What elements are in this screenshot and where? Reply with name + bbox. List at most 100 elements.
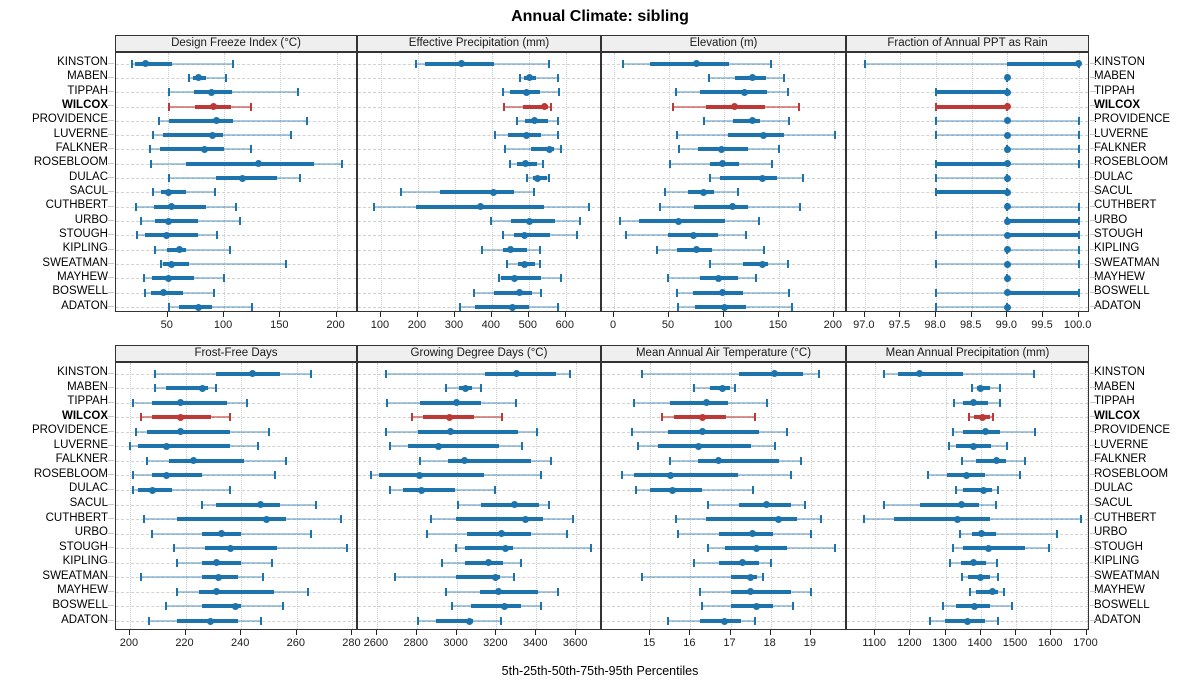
station-label-right: MAYHEW [1094, 584, 1145, 597]
x-axis-tick [970, 312, 972, 317]
x-gridline [778, 53, 780, 311]
cap-5th [167, 303, 170, 311]
median-dot [175, 246, 183, 254]
cap-95th [999, 398, 1002, 407]
median-dot [530, 117, 538, 125]
x-axis-tick [128, 630, 130, 635]
x-axis-tick [416, 312, 418, 317]
median-dot [218, 530, 226, 538]
cap-95th [789, 471, 792, 480]
station-label-left: WILCOX [62, 409, 108, 422]
whisker-5th-95th [132, 489, 231, 491]
whisker-5th-95th [936, 306, 1008, 308]
panel-title: Growing Degree Days (°C) [410, 347, 548, 359]
row-guide-line [358, 120, 600, 122]
row-guide-line [358, 135, 600, 137]
row-guide-stub-left [108, 430, 114, 432]
cap-95th [1047, 544, 1050, 553]
panel-plot-fraction-annual-ppt-as-rain [846, 52, 1089, 312]
x-axis-tick [944, 630, 946, 635]
row-guide-line [602, 548, 845, 550]
cap-95th [259, 617, 262, 625]
median-dot [201, 145, 209, 153]
median-dot [546, 145, 554, 153]
median-dot [446, 413, 454, 421]
bar-25th-75th [730, 575, 757, 580]
cap-5th [508, 159, 511, 168]
panel-header-elevation: Elevation (m) [601, 35, 846, 52]
cap-5th [641, 369, 644, 378]
cap-95th [809, 529, 812, 538]
row-guide-stub-right [1090, 445, 1096, 447]
station-label-left: CUTHBERT [45, 511, 108, 524]
bar-25th-75th [650, 488, 703, 492]
station-label-left: FALKNER [55, 453, 108, 466]
bar-25th-75th [658, 444, 751, 449]
row-guide-line [847, 120, 1088, 122]
bar-25th-75th [698, 458, 779, 463]
median-dot [1003, 145, 1011, 153]
row-guide-stub-left [108, 620, 114, 621]
cap-5th [703, 116, 706, 125]
x-axis-tick-label: 100 [713, 319, 733, 331]
bar-25th-75th [639, 219, 726, 224]
x-axis-tick [649, 630, 651, 635]
x-axis-tick-label: 600 [555, 319, 574, 331]
station-label-left: URBO [74, 526, 108, 539]
median-dot [418, 486, 426, 494]
median-dot [526, 74, 534, 82]
median-dot [694, 442, 702, 450]
x-axis-tick-label: 1700 [1073, 637, 1098, 649]
cap-95th [232, 59, 235, 68]
x-axis-tick [1006, 312, 1008, 317]
x-axis-tick-label: 1100 [862, 637, 887, 649]
row-guide-stub-right [1090, 547, 1096, 549]
median-dot [162, 471, 170, 479]
station-label-left: SACUL [69, 497, 108, 510]
bar-25th-75th [199, 589, 275, 594]
median-dot [1003, 74, 1011, 82]
bar-25th-75th [155, 219, 199, 224]
row-guide-stub-left [108, 148, 114, 150]
cap-5th [935, 188, 938, 197]
station-label-left: KIPLING [62, 555, 108, 568]
cap-95th [533, 188, 536, 197]
median-dot [257, 501, 265, 508]
cap-95th [1032, 369, 1035, 378]
median-dot [720, 303, 728, 311]
whisker-5th-95th [189, 76, 227, 79]
median-dot [976, 573, 984, 581]
x-axis-tick-label: 99.0 [995, 319, 1017, 331]
cap-95th [229, 413, 231, 422]
x-gridline [875, 363, 877, 629]
cap-5th [501, 231, 504, 240]
cap-5th [450, 602, 453, 611]
whisker-5th-95th [385, 372, 571, 375]
row-guide-stub-right [1090, 620, 1096, 621]
median-dot [668, 486, 676, 494]
bar-25th-75th [700, 619, 741, 623]
bar-25th-75th [135, 61, 173, 66]
cap-95th [548, 59, 551, 68]
row-guide-stub-right [1090, 306, 1096, 307]
median-dot [970, 399, 978, 407]
median-dot [232, 602, 240, 610]
cap-5th [139, 217, 142, 226]
cap-5th [959, 529, 962, 538]
cap-95th [250, 102, 253, 111]
bar-25th-75th [470, 604, 522, 609]
cap-5th [935, 174, 938, 183]
bar-25th-75th [670, 400, 729, 405]
cap-5th [410, 413, 413, 422]
station-label-right: LUVERNE [1094, 438, 1149, 451]
cap-95th [212, 288, 215, 297]
x-axis-tick-label: 99.5 [1031, 319, 1053, 331]
whisker-5th-95th [132, 474, 275, 477]
cap-95th [753, 413, 756, 422]
cap-95th [1055, 529, 1058, 538]
median-dot [963, 471, 971, 479]
median-dot [208, 88, 216, 96]
cap-95th [501, 413, 504, 422]
bar-25th-75th [718, 531, 773, 536]
row-guide-line [116, 402, 356, 404]
